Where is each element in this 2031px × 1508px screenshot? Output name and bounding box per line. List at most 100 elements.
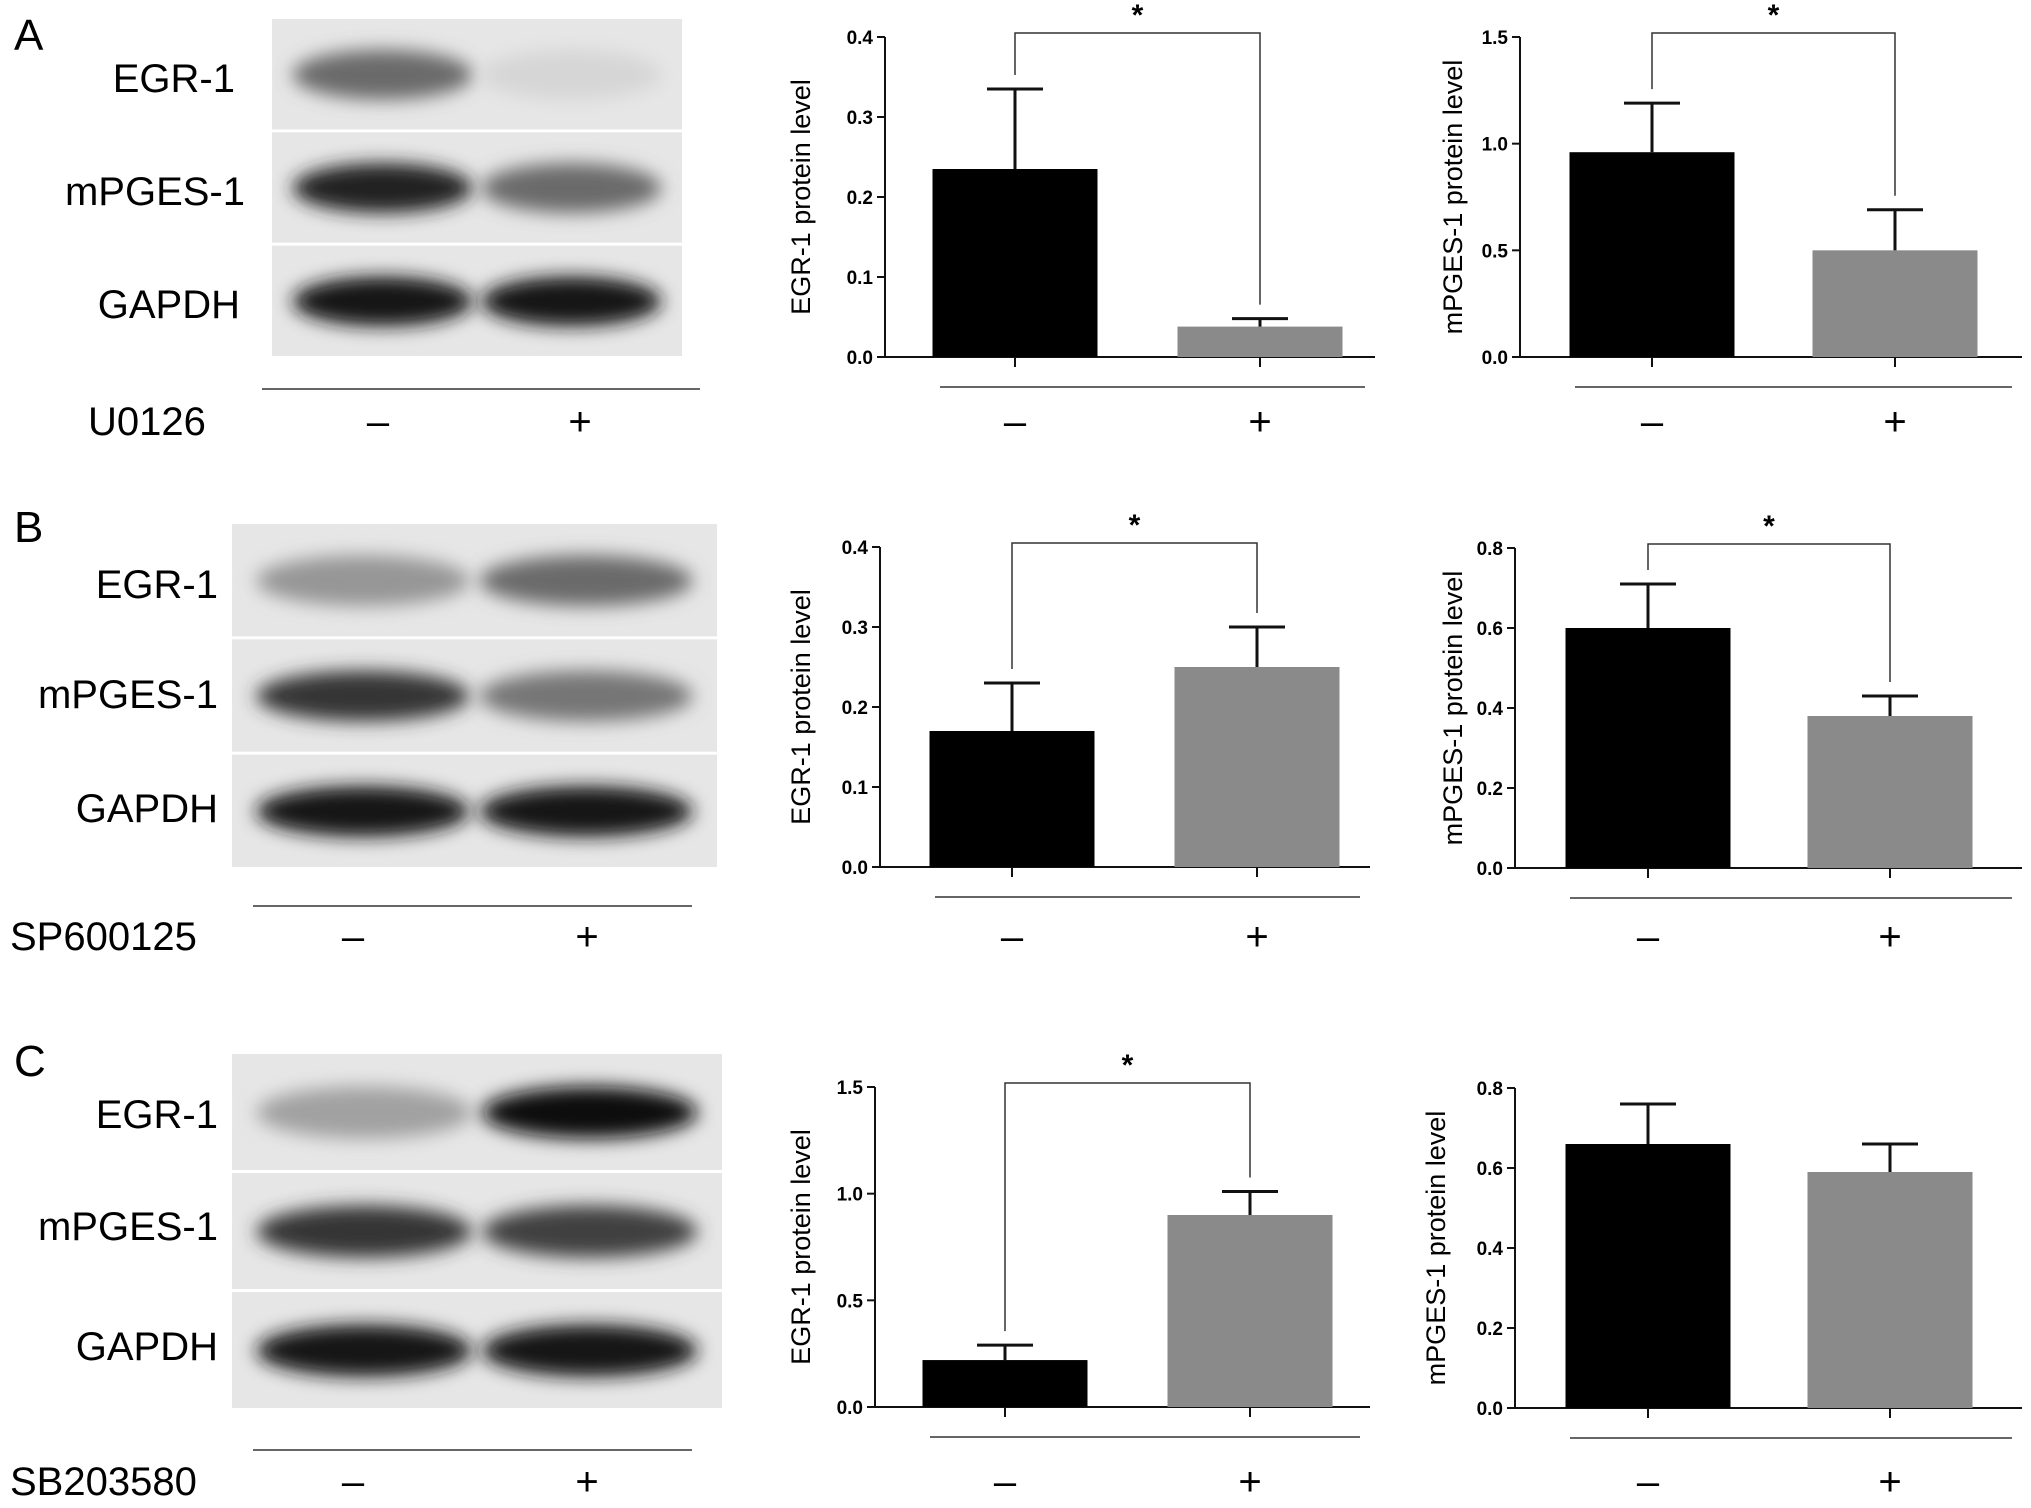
significance-star: * (1129, 509, 1141, 542)
blot-label-mpges1: mPGES-1 (38, 1205, 218, 1249)
blot-label-egr1: EGR-1 (113, 57, 235, 101)
bar-control (929, 731, 1095, 867)
lane-minus: – (367, 400, 390, 444)
bar-control (1565, 628, 1731, 868)
blot-band (256, 670, 470, 722)
blot-band (292, 276, 473, 327)
y-axis-title: mPGES-1 protein level (1421, 1111, 1451, 1386)
category-minus: – (1001, 915, 1024, 959)
y-tick-label: 0.0 (847, 348, 873, 369)
y-tick-label: 0.0 (842, 858, 868, 879)
bar-treated (1167, 1215, 1333, 1407)
blot-band (481, 49, 662, 100)
blot-band (479, 670, 693, 722)
y-tick-label: 0.4 (1477, 699, 1504, 720)
y-axis-title: EGR-1 protein level (786, 79, 816, 315)
panel-letter: B (14, 503, 43, 552)
significance-bracket (1014, 32, 1261, 305)
category-plus: + (1878, 1460, 1901, 1504)
y-tick-label: 0.4 (842, 538, 869, 559)
y-tick-label: 0.0 (1477, 1399, 1503, 1420)
blot-band (256, 785, 470, 837)
category-plus: + (1238, 1460, 1261, 1504)
blot-label-gapdh: GAPDH (76, 787, 218, 831)
significance-bracket (1647, 543, 1891, 682)
y-tick-label: 0.2 (1477, 779, 1503, 800)
significance-bracket (1651, 32, 1896, 196)
category-plus: + (1245, 915, 1268, 959)
y-tick-label: 0.6 (1477, 619, 1503, 640)
y-tick-label: 1.5 (837, 1078, 864, 1099)
blot-band (481, 1205, 698, 1258)
y-tick-label: 0.4 (1477, 1239, 1504, 1260)
bar-treated (1812, 250, 1978, 357)
y-tick-label: 0.3 (847, 108, 873, 129)
y-axis-title: mPGES-1 protein level (1438, 571, 1468, 846)
lane-plus: + (575, 1460, 598, 1504)
egr1-bar-chart-c: 0.0 0.5 1.0 1.5 EGR-1 protein level * – + (786, 1049, 1370, 1504)
y-tick-label: 1.0 (837, 1185, 863, 1206)
y-tick-label: 0.2 (1477, 1319, 1503, 1340)
blot-label-gapdh: GAPDH (98, 283, 240, 327)
blot-label-mpges1: mPGES-1 (65, 170, 245, 214)
y-tick-label: 0.8 (1477, 539, 1503, 560)
blot-label-gapdh: GAPDH (76, 1325, 218, 1369)
blot-band (256, 1086, 473, 1139)
blot-band (479, 785, 693, 837)
panel-letter: C (14, 1037, 46, 1086)
panel-b: B EGR-1 mPGES-1 GAPDH SP600125 – + 0.0 0.… (10, 503, 2022, 959)
blot-band (481, 276, 662, 327)
treatment-label: SB203580 (10, 1460, 197, 1504)
blot-band (292, 163, 473, 213)
western-blot (232, 524, 717, 867)
western-blot (232, 1054, 722, 1408)
panel-letter: A (14, 11, 44, 60)
significance-star: * (1132, 0, 1144, 32)
y-axis-title: mPGES-1 protein level (1438, 60, 1468, 335)
y-tick-label: 0.8 (1477, 1079, 1503, 1100)
blot-band (481, 163, 662, 213)
blot-band (256, 1205, 473, 1258)
category-plus: + (1248, 400, 1271, 444)
treatment-label: SP600125 (10, 915, 197, 959)
bar-control (922, 1360, 1088, 1407)
blot-label-egr1: EGR-1 (96, 1093, 218, 1137)
lane-plus: + (568, 400, 591, 444)
category-minus: – (1004, 400, 1027, 444)
bar-control (1565, 1144, 1731, 1408)
blot-band (481, 1086, 698, 1139)
blot-label-egr1: EGR-1 (96, 563, 218, 607)
bar-control (1569, 152, 1735, 357)
y-tick-label: 0.5 (1482, 241, 1509, 262)
y-tick-label: 0.1 (847, 268, 874, 289)
significance-star: * (1768, 0, 1780, 32)
mpges1-bar-chart-b: 0.0 0.2 0.4 0.6 0.8 mPGES-1 protein level * – + (1438, 510, 2022, 959)
bar-treated (1174, 667, 1340, 867)
lane-minus: – (342, 1460, 365, 1504)
y-tick-label: 0.4 (847, 28, 874, 49)
blot-band (479, 555, 693, 607)
egr1-bar-chart-b: 0.0 0.1 0.2 0.3 0.4 EGR-1 protein level * – + (786, 509, 1370, 959)
panel-a: A EGR-1 mPGES-1 GAPDH U0126 – + 0.00.10.… (14, 0, 2022, 444)
bar-treated (1807, 716, 1973, 868)
y-tick-label: 0.5 (837, 1291, 864, 1312)
y-tick-label: 0.1 (842, 778, 869, 799)
y-axis-title: EGR-1 protein level (786, 589, 816, 825)
blot-label-mpges1: mPGES-1 (38, 673, 218, 717)
significance-star: * (1122, 1049, 1134, 1082)
blot-band (256, 1324, 473, 1377)
mpges1-bar-chart-c: 0.0 0.2 0.4 0.6 0.8 mPGES-1 protein level – + (1421, 1079, 2022, 1504)
egr1-bar-chart-a: 0.0 0.1 0.2 0.3 0.4 EGR-1 protein level * – + (786, 0, 1375, 444)
y-tick-label: 0.6 (1477, 1159, 1503, 1180)
y-tick-label: 0.2 (842, 698, 868, 719)
blot-band (481, 1324, 698, 1377)
bar-treated (1177, 326, 1343, 357)
category-minus: – (1641, 400, 1664, 444)
lane-plus: + (575, 915, 598, 959)
blot-band (256, 555, 470, 607)
mpges1-bar-chart-a: 0.0 0.5 1.0 1.5 mPGES-1 protein level * – + (1438, 0, 2022, 444)
y-tick-label: 1.0 (1482, 135, 1508, 156)
y-tick-label: 0.0 (1482, 348, 1508, 369)
category-minus: – (994, 1460, 1017, 1504)
